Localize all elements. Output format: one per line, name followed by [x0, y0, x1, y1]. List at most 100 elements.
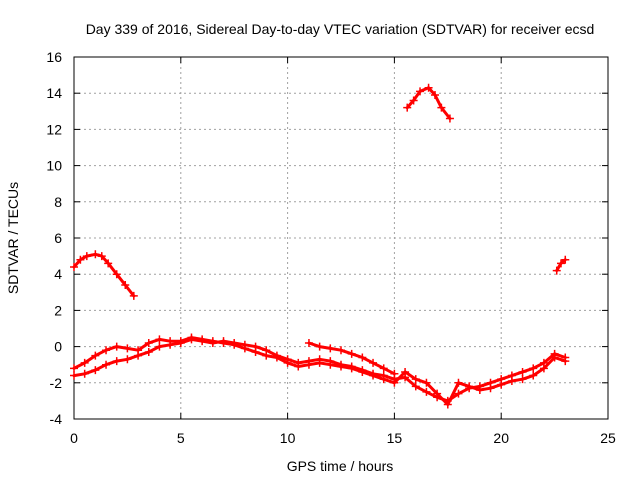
data-point [337, 346, 345, 355]
data-point [454, 389, 463, 398]
series-line [72, 252, 136, 298]
y-tick-label: 12 [46, 121, 62, 137]
data-point [379, 375, 388, 384]
data-point [561, 357, 570, 366]
data-point [358, 367, 367, 376]
y-tick-label: 4 [54, 266, 62, 282]
data-point [497, 380, 506, 389]
x-tick-label: 15 [387, 430, 403, 446]
data-point [262, 351, 271, 360]
y-tick-label: 16 [46, 49, 62, 65]
data-point [315, 358, 324, 367]
x-tick-label: 25 [600, 430, 616, 446]
data-point [409, 96, 418, 105]
data-point [422, 378, 431, 387]
data-point [80, 369, 89, 378]
data-point [121, 281, 130, 290]
data-point [272, 353, 281, 362]
data-point [411, 375, 420, 384]
data-point [219, 338, 228, 347]
data-point [507, 376, 516, 385]
data-point [486, 384, 495, 393]
data-point [518, 375, 527, 384]
data-point [433, 389, 442, 398]
grid [74, 57, 608, 419]
data-point [76, 255, 85, 264]
data-point [445, 114, 454, 123]
data-point [91, 351, 100, 360]
x-tick-label: 5 [177, 430, 185, 446]
data-point [430, 91, 439, 100]
data-point [443, 400, 452, 409]
x-tick-label: 20 [493, 430, 509, 446]
data-point [465, 382, 474, 391]
y-tick-label: 6 [54, 230, 62, 246]
data-point [424, 83, 433, 92]
data-point [326, 360, 335, 369]
y-tick-label: 0 [54, 339, 62, 355]
data-point [208, 337, 217, 346]
data-point [315, 342, 324, 351]
data-point [401, 367, 410, 376]
data-point [230, 340, 239, 349]
data-point [134, 346, 143, 355]
data-point [358, 353, 367, 362]
data-point [304, 360, 313, 369]
data-point [422, 387, 431, 396]
data-point [112, 357, 121, 366]
series-segment-3 [552, 255, 570, 275]
data-point [104, 259, 113, 268]
data-point [437, 103, 446, 112]
data-point [112, 342, 121, 351]
data-point [390, 369, 399, 378]
y-tick-label: -2 [50, 375, 63, 391]
x-tick-label: 0 [70, 430, 78, 446]
data-point [552, 266, 561, 275]
data-point [403, 103, 412, 112]
data-point [379, 364, 388, 373]
data-point [240, 344, 249, 353]
data-series [70, 83, 570, 409]
y-tick-label: -4 [50, 411, 63, 427]
data-point [518, 367, 527, 376]
data-point [369, 358, 378, 367]
data-point [529, 364, 538, 373]
data-point [82, 252, 91, 261]
data-point [294, 362, 303, 371]
data-point [97, 252, 106, 261]
data-point [123, 344, 132, 353]
data-point [390, 378, 399, 387]
data-point [557, 259, 566, 268]
data-point [70, 371, 78, 380]
series-segment-5 [70, 333, 570, 409]
y-tick-label: 10 [46, 158, 62, 174]
data-point [539, 364, 548, 373]
data-point [129, 291, 138, 300]
data-point [416, 87, 425, 96]
x-tick-label: 10 [280, 430, 296, 446]
data-point [155, 342, 164, 351]
data-point [123, 355, 132, 364]
data-point [454, 378, 463, 387]
data-point [198, 335, 207, 344]
data-point [102, 360, 111, 369]
data-point [176, 337, 185, 346]
data-point [283, 358, 292, 367]
data-point [411, 382, 420, 391]
data-point [91, 250, 100, 259]
data-point [337, 362, 345, 371]
data-point [187, 333, 196, 342]
data-point [347, 364, 356, 373]
data-point [70, 364, 78, 373]
series-segment-1 [70, 250, 138, 300]
y-tick-label: 8 [54, 194, 62, 210]
data-point [550, 353, 559, 362]
axis-ticks: 0 5 10 15 20 25 -4 -2 0 2 4 6 8 10 12 14 16 [46, 49, 616, 446]
data-point [251, 348, 260, 357]
series-segment-2 [403, 83, 454, 123]
data-point [529, 371, 538, 380]
data-point [144, 348, 153, 357]
data-point [369, 371, 378, 380]
data-point [561, 255, 570, 264]
